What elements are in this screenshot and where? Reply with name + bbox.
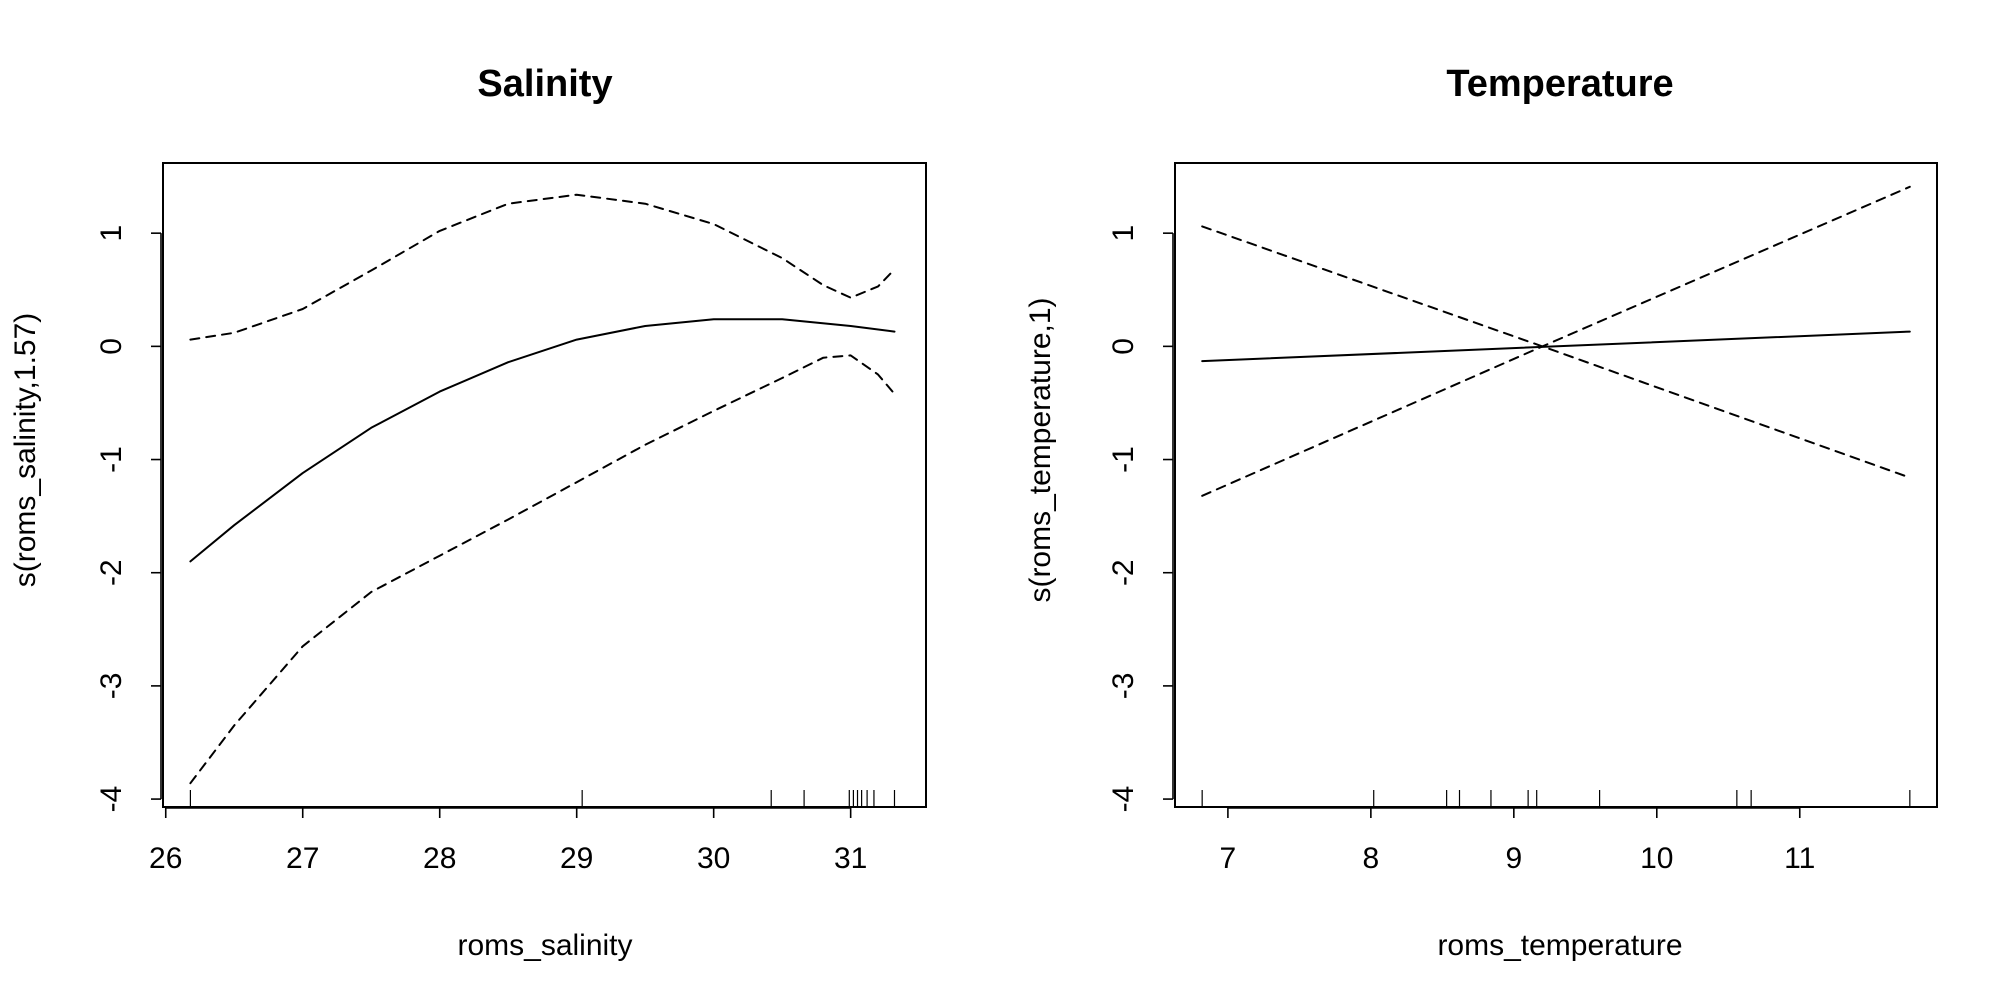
- temperature-y-tick-label: -4: [1107, 786, 1140, 813]
- temperature-smooth-fit-line: [1201, 330, 1911, 363]
- salinity-x-tick-label: 30: [697, 842, 730, 875]
- salinity-plot-frame: [162, 162, 927, 808]
- temperature-y-tick-label: -1: [1107, 446, 1140, 473]
- temperature-plot-frame: [1174, 162, 1938, 808]
- salinity-x-tick-label: 28: [423, 842, 456, 875]
- temperature-x-axis-label: roms_temperature: [1437, 929, 1682, 962]
- temperature-x-tick-label: 11: [1784, 842, 1815, 875]
- temperature-lower-ci-line: [1201, 185, 1911, 497]
- salinity-y-tick-label: -1: [95, 446, 128, 473]
- salinity-y-tick-label: 1: [95, 225, 128, 242]
- salinity-y-tick-label: -4: [95, 786, 128, 813]
- salinity-x-tick-label: 27: [286, 842, 319, 875]
- temperature-x-tick-label: 7: [1220, 842, 1237, 875]
- salinity-smooth-fit-line: [189, 318, 896, 563]
- temperature-x-tick-label: 8: [1363, 842, 1380, 875]
- salinity-x-axis-label: roms_salinity: [457, 929, 632, 962]
- salinity-x-tick-label: 29: [560, 842, 593, 875]
- salinity-x-tick-label: 31: [834, 842, 867, 875]
- salinity-y-axis-label: s(roms_salinity,1.57): [9, 313, 42, 588]
- salinity-y-tick-label: 0: [95, 338, 128, 355]
- temperature-title: Temperature: [1446, 63, 1673, 105]
- temperature-x-tick-label: 10: [1640, 842, 1673, 875]
- temperature-y-tick-label: 1: [1107, 225, 1140, 242]
- temperature-y-tick-label: 0: [1107, 338, 1140, 355]
- temperature-y-axis-label: s(roms_temperature,1): [1024, 297, 1057, 602]
- temperature-upper-ci-line: [1201, 225, 1911, 479]
- salinity-x-tick-label: 26: [149, 842, 182, 875]
- temperature-y-tick-label: -2: [1107, 559, 1140, 586]
- salinity-upper-ci-line: [189, 193, 896, 341]
- temperature-panel: Temperature roms_temperature s(roms_temp…: [1024, 63, 1938, 962]
- salinity-panel: Salinity roms_salinity s(roms_salinity,1…: [9, 63, 927, 962]
- salinity-y-tick-label: -2: [95, 559, 128, 586]
- salinity-title: Salinity: [477, 63, 612, 105]
- temperature-x-tick-label: 9: [1505, 842, 1522, 875]
- salinity-y-tick-label: -3: [95, 673, 128, 700]
- salinity-lower-ci-line: [189, 354, 896, 785]
- temperature-y-tick-label: -3: [1107, 673, 1140, 700]
